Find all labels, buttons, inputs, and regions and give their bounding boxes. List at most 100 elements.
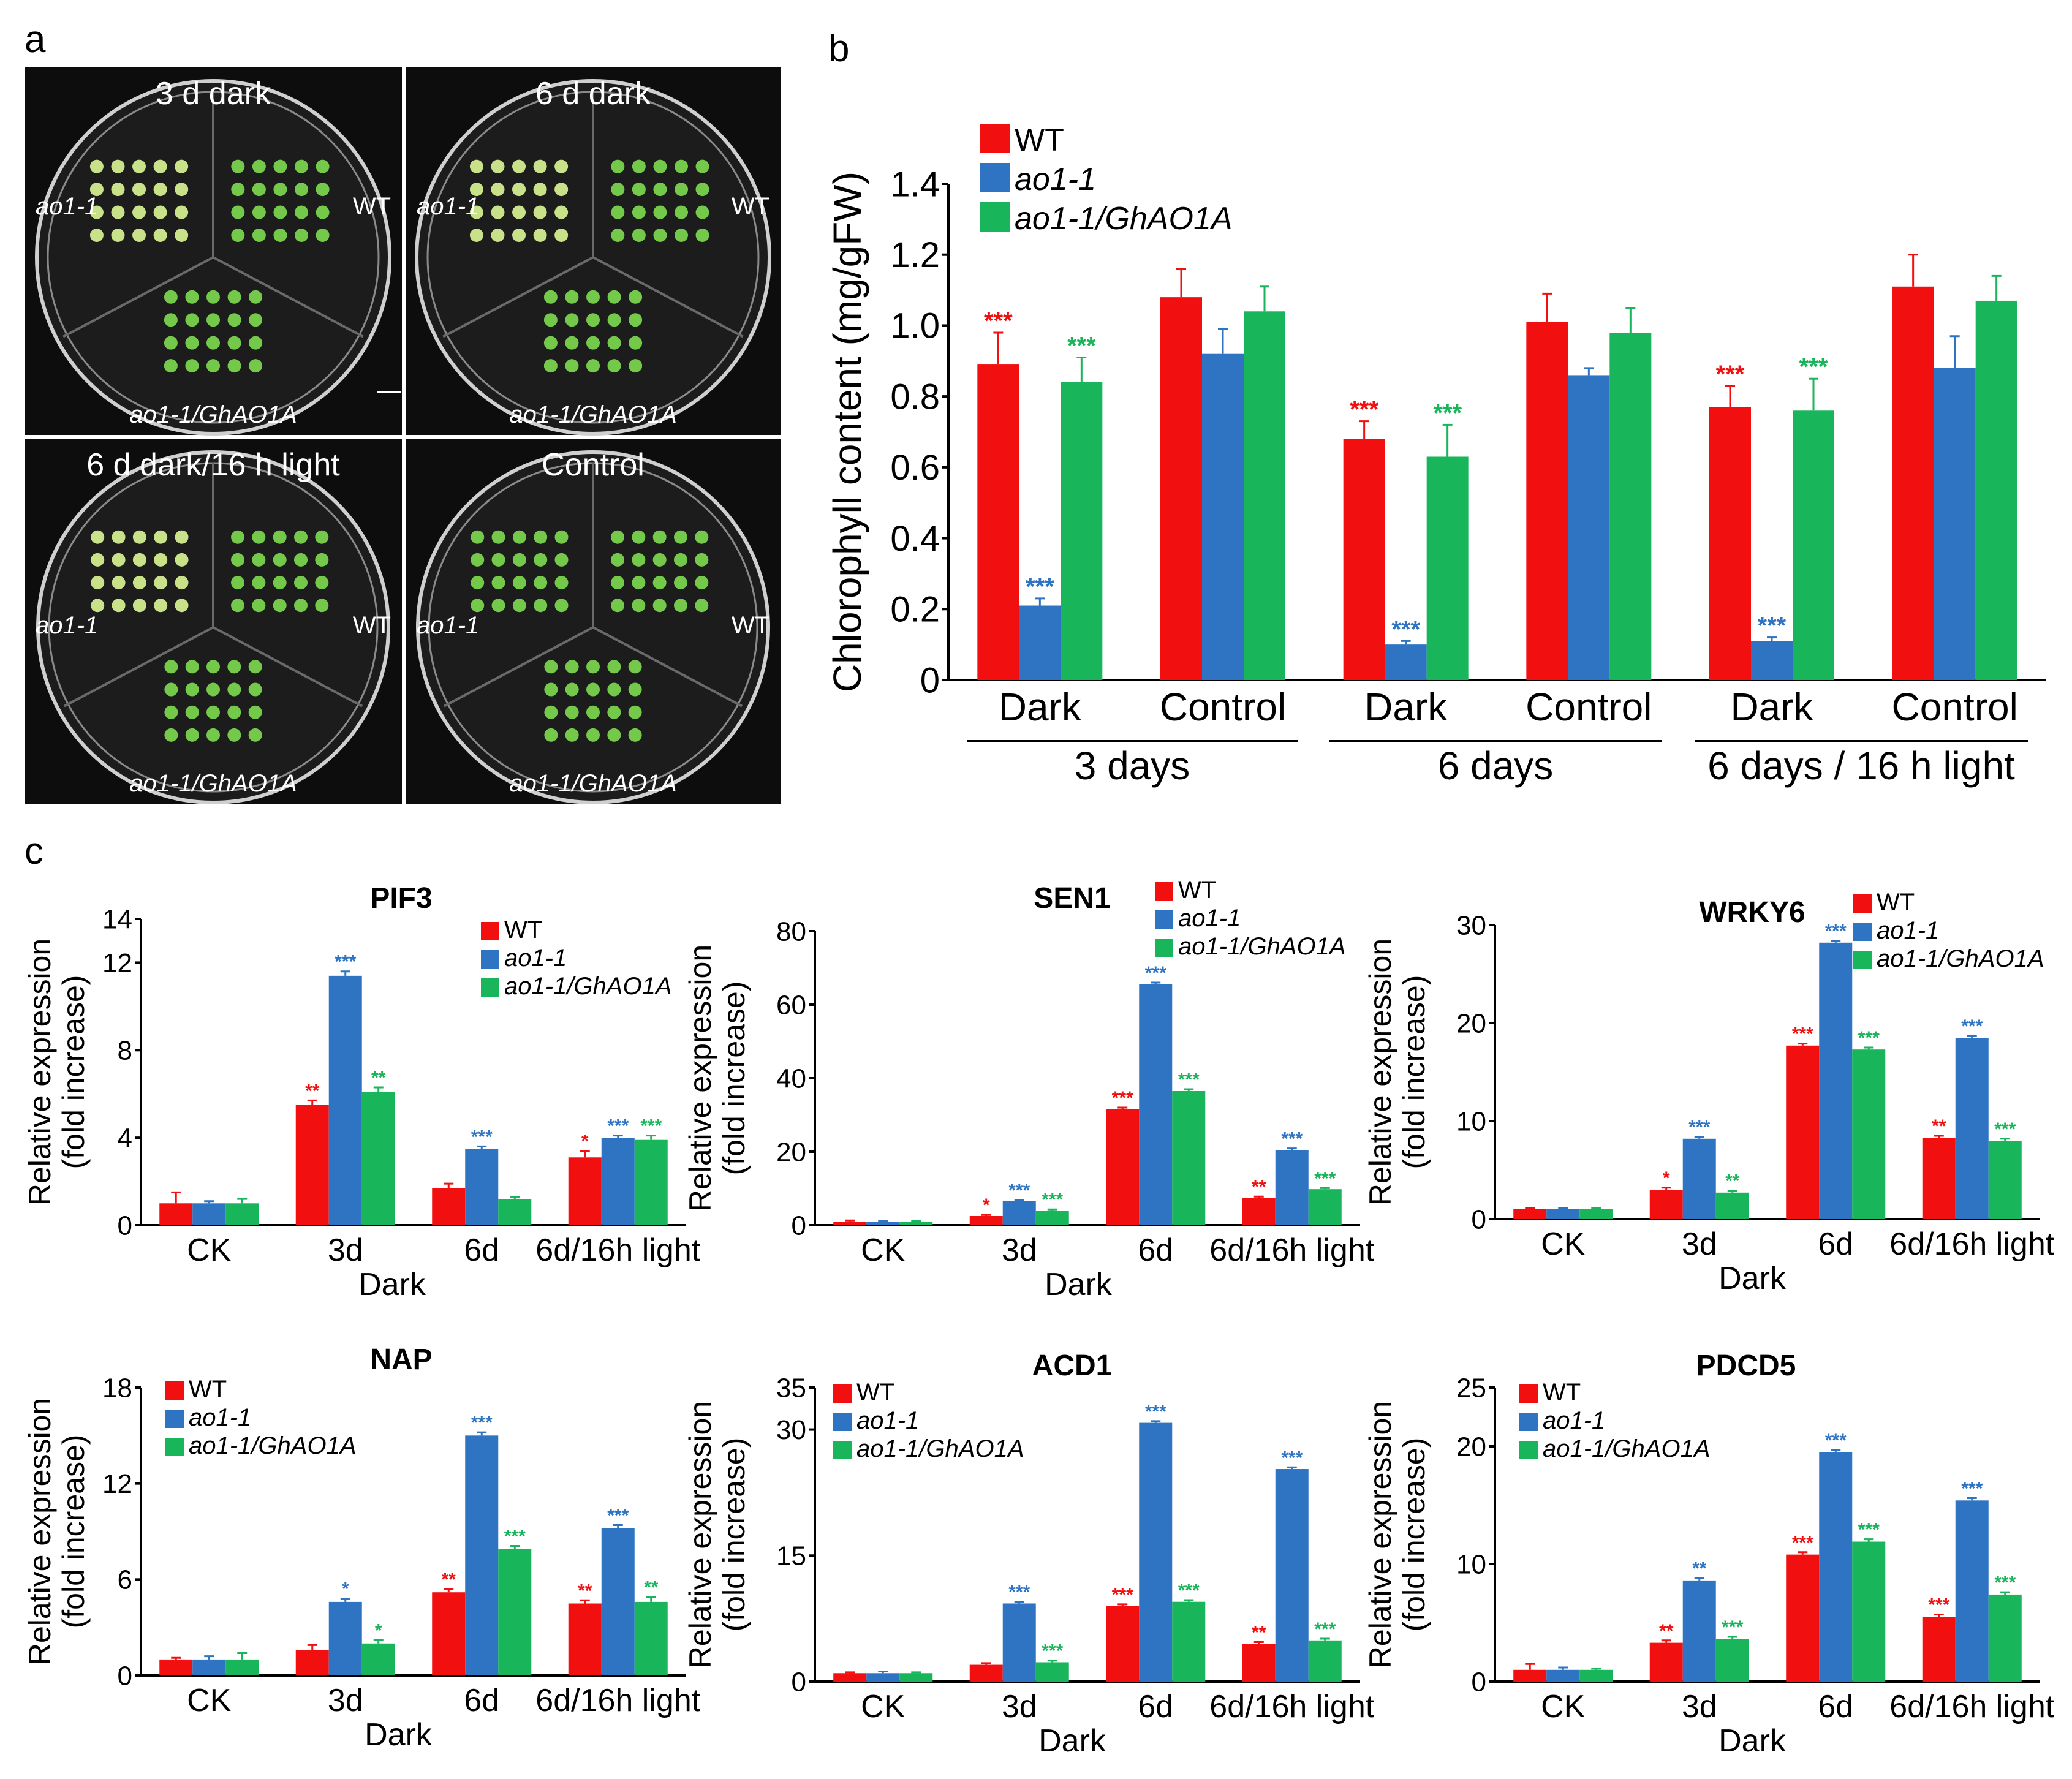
bar: [192, 1659, 226, 1675]
bar: [1106, 1109, 1140, 1225]
seedling: [607, 728, 621, 742]
bar: [1852, 1541, 1886, 1682]
seedling: [491, 599, 505, 613]
seedling: [273, 159, 287, 173]
seedling: [132, 229, 146, 242]
seedling: [554, 530, 569, 544]
seedling: [295, 205, 308, 219]
y-tick-label: 35: [776, 1373, 806, 1403]
seedling: [652, 530, 667, 544]
significance-label: ***: [984, 308, 1013, 334]
seedling: [227, 660, 241, 674]
bar: [1649, 1642, 1683, 1682]
bar: [432, 1188, 466, 1225]
significance-label: ***: [1026, 573, 1054, 600]
seedling: [112, 576, 126, 590]
seedling: [231, 576, 245, 590]
bar: [361, 1092, 395, 1225]
bar: [1682, 1580, 1716, 1682]
seedling: [586, 660, 600, 674]
seedling: [206, 660, 220, 674]
y-tick-label: 15: [776, 1541, 806, 1571]
bar: [1106, 1606, 1140, 1682]
x-tick-label: 6d: [464, 1683, 499, 1718]
seedling: [164, 728, 178, 742]
bar: [1202, 353, 1244, 680]
seedling: [231, 159, 245, 173]
seedling: [629, 290, 643, 304]
seedling: [695, 229, 709, 242]
seedling: [586, 336, 600, 350]
legend-label: WT: [1543, 1379, 1581, 1406]
significance-label: ***: [1716, 361, 1745, 388]
y-tick-label: 0: [1472, 1667, 1486, 1697]
significance-label: ***: [1758, 613, 1787, 640]
seedling: [544, 660, 558, 674]
seedling: [695, 599, 709, 613]
seedling: [695, 530, 709, 544]
seedling: [295, 159, 308, 173]
seedling: [185, 705, 199, 719]
seedling: [586, 728, 600, 742]
significance-label: ***: [1042, 1190, 1063, 1210]
bar: [328, 975, 362, 1225]
legend-swatch: [1853, 951, 1872, 969]
bar: [1139, 984, 1173, 1225]
seedling: [471, 576, 485, 590]
seedling: [675, 229, 688, 242]
significance-label: ***: [471, 1413, 493, 1433]
seedling: [554, 553, 569, 567]
seedling: [512, 530, 526, 544]
seedling: [607, 290, 621, 304]
bar: [1793, 410, 1834, 680]
seedling: [544, 682, 558, 697]
bar: [1275, 1469, 1309, 1682]
seedling: [175, 159, 189, 173]
significance-label: ***: [640, 1116, 662, 1136]
seedling: [315, 553, 329, 567]
seedling: [674, 553, 687, 567]
bar: [1649, 1190, 1683, 1219]
seedling: [565, 728, 579, 742]
bar: [634, 1139, 668, 1225]
seedling: [132, 599, 146, 613]
seedling: [695, 553, 709, 567]
bar: [1579, 1209, 1613, 1219]
seedling: [206, 705, 220, 719]
significance-label: ***: [471, 1127, 493, 1147]
seedling: [91, 553, 105, 567]
bar: [568, 1603, 602, 1675]
seedling: [273, 599, 287, 613]
significance-label: ***: [1145, 1402, 1166, 1422]
significance-label: ***: [1928, 1595, 1949, 1615]
sen1-chart: 0 20 40 60 80 Relative expression (fold increa…: [683, 877, 1375, 1302]
seedling: [607, 660, 621, 674]
bar: [1955, 1500, 1989, 1682]
seedling: [91, 599, 105, 613]
seedling: [695, 183, 709, 197]
seedling: [206, 359, 220, 373]
bar: [1988, 1141, 2022, 1219]
bar: [1244, 311, 1285, 680]
seedling: [164, 359, 178, 373]
bar: [1786, 1045, 1820, 1219]
seedling: [175, 599, 189, 613]
y-tick-label: 25: [1456, 1373, 1486, 1403]
seedling: [248, 728, 262, 742]
y-tick-label: 0.8: [890, 377, 940, 417]
panel-label-b: b: [828, 28, 849, 70]
seedling: [491, 205, 505, 219]
seedling: [491, 553, 505, 567]
seedling: [544, 705, 558, 719]
seedling: [175, 183, 189, 197]
bar: [1242, 1644, 1276, 1682]
x-tick-label: 6d/16h light: [1209, 1233, 1374, 1268]
bar: [1709, 407, 1751, 680]
seedling: [91, 530, 105, 544]
seedling: [252, 159, 266, 173]
bar: [1308, 1640, 1342, 1682]
seedling: [607, 359, 621, 373]
y-axis-label: Chlorophyll content (mg/gFW): [825, 172, 869, 692]
seedling: [295, 229, 308, 242]
